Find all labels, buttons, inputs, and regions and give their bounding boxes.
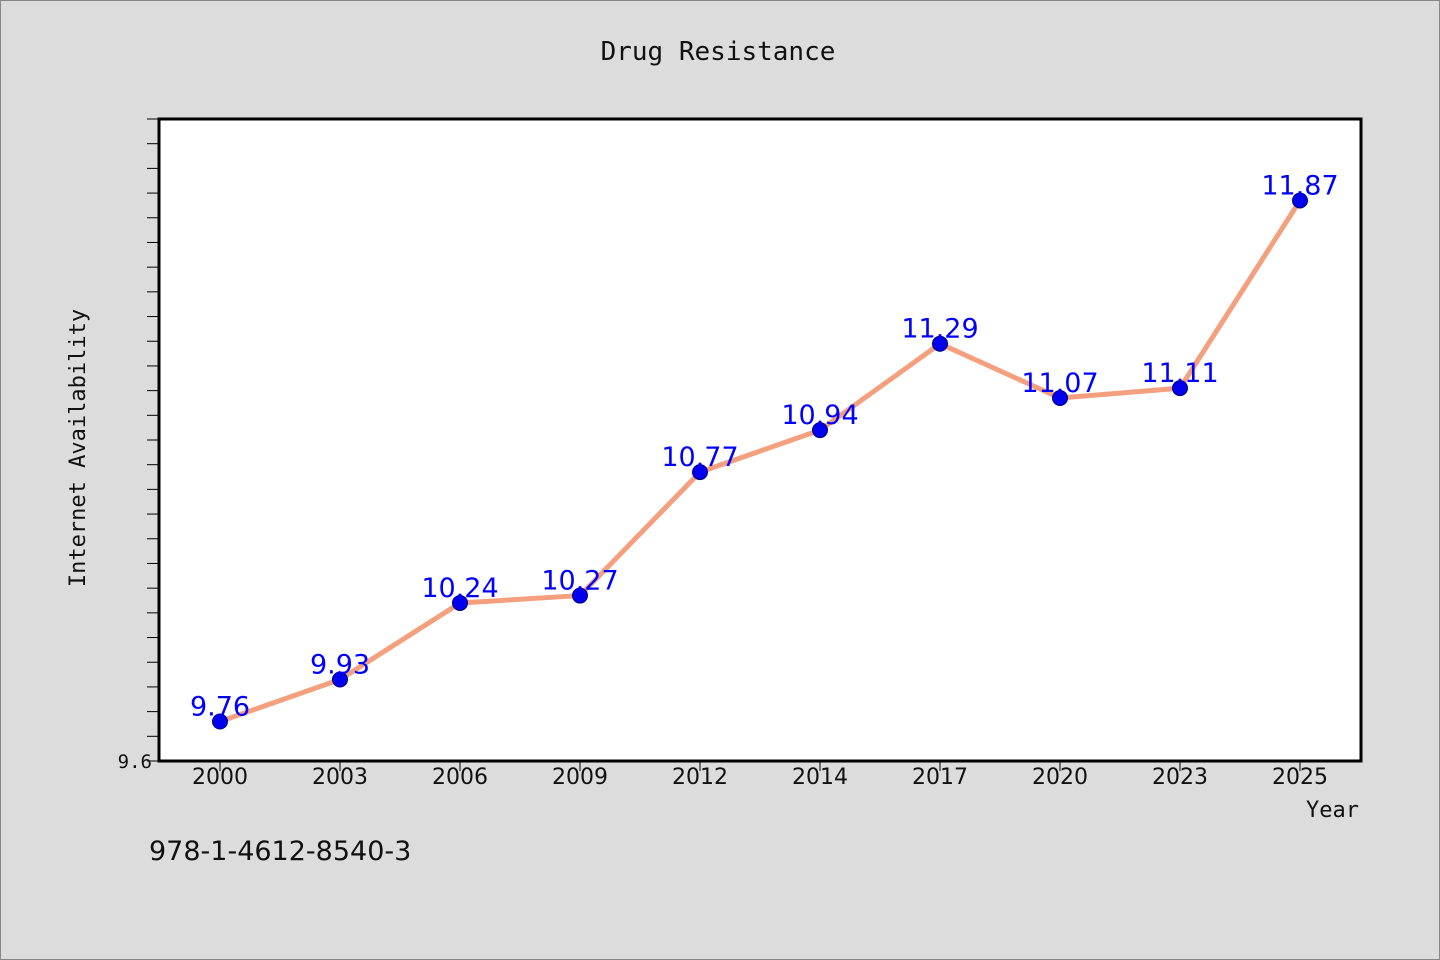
data-label: 10.24 <box>421 573 498 604</box>
x-axis-ticks <box>219 762 1301 771</box>
series-data-labels: 9.76 9.93 10.24 10.27 10.77 10.94 11.29 11.07 11… <box>190 170 1339 722</box>
data-label: 11.29 <box>901 314 978 345</box>
data-point <box>1052 390 1068 407</box>
data-point <box>812 422 828 439</box>
data-point <box>332 671 348 688</box>
y-axis-ticks <box>147 118 158 762</box>
x-tick-label: 2003 <box>312 765 368 790</box>
data-label: 11.11 <box>1141 358 1218 389</box>
x-tick-label: 2025 <box>1272 765 1328 790</box>
x-tick-label: 2006 <box>432 765 488 790</box>
y-tick-label: 9.6 <box>118 751 152 773</box>
data-label: 9.93 <box>310 650 370 681</box>
x-tick-label: 2014 <box>792 765 848 790</box>
data-label: 10.77 <box>661 442 738 473</box>
x-tick-label: 2000 <box>192 765 248 790</box>
data-label: 11.07 <box>1021 368 1098 399</box>
chart-title: Drug Resistance <box>601 37 836 67</box>
series-line <box>217 197 1303 724</box>
data-label: 10.94 <box>781 400 858 431</box>
data-point <box>572 587 588 604</box>
x-axis-label: Year <box>1306 798 1359 823</box>
series-points <box>212 192 1308 730</box>
data-point <box>212 713 228 730</box>
data-point <box>932 335 948 352</box>
x-tick-label: 2017 <box>912 765 968 790</box>
x-tick-label: 2020 <box>1032 765 1088 790</box>
x-tick-label: 2023 <box>1152 765 1208 790</box>
data-point <box>1172 380 1188 397</box>
data-label: 9.76 <box>190 691 250 722</box>
y-axis-label: Internet Availability <box>66 309 91 587</box>
isbn-label: 978-1-4612-8540-3 <box>149 836 412 867</box>
data-point <box>692 464 708 481</box>
plot-area <box>157 117 1363 763</box>
data-label: 10.27 <box>541 566 618 597</box>
x-axis-tick-labels: 2000 2003 2006 2009 2012 2014 2017 2020 2023 2025 <box>192 765 1328 790</box>
data-point <box>452 594 468 611</box>
x-tick-label: 2012 <box>672 765 728 790</box>
data-point <box>1292 192 1308 209</box>
data-label: 11.87 <box>1261 170 1338 201</box>
x-tick-label: 2009 <box>552 765 608 790</box>
